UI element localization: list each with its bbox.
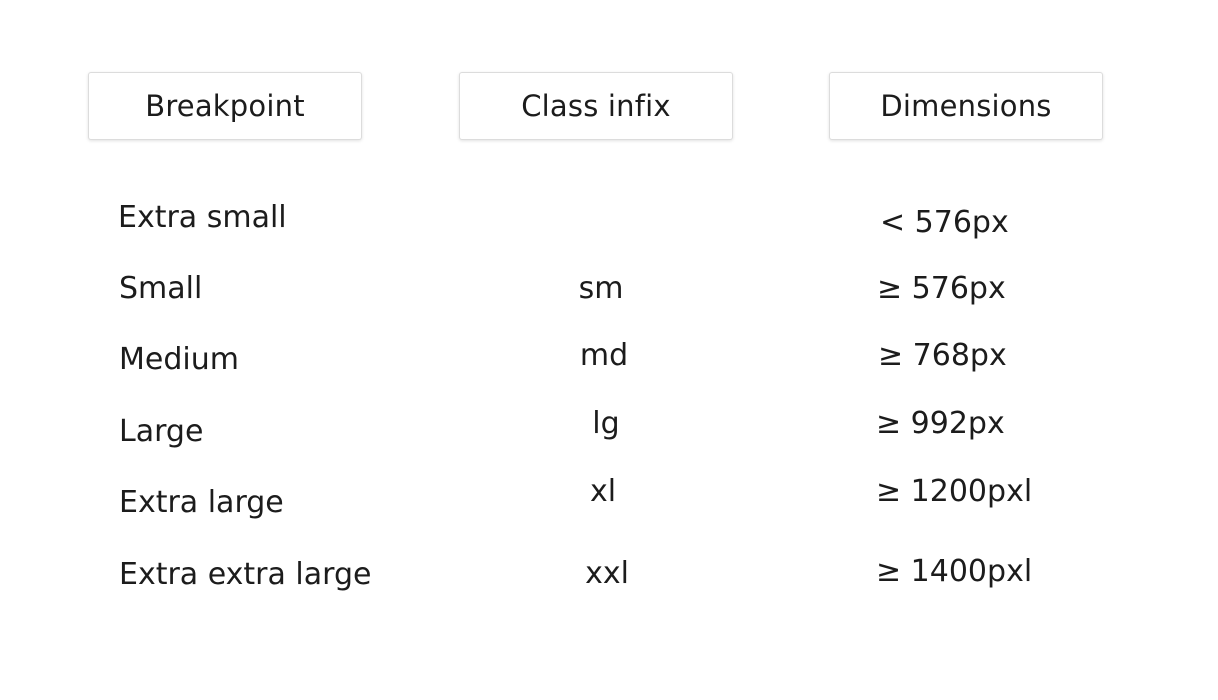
infix-cell: xl <box>589 474 617 509</box>
dimensions-cell: ≥ 1200pxl <box>876 474 1033 509</box>
infix-cell: md <box>579 338 629 373</box>
infix-cell: sm <box>578 271 624 306</box>
breakpoint-cell: Extra extra large <box>119 557 372 592</box>
dimensions-cell: ≥ 768px <box>878 338 1007 373</box>
infix-cell: xxl <box>585 556 629 591</box>
breakpoint-cell: Medium <box>119 342 239 377</box>
header-class-infix: Class infix <box>459 72 733 140</box>
header-breakpoint: Breakpoint <box>88 72 362 140</box>
infix-cell: lg <box>592 406 620 441</box>
dimensions-cell: ≥ 576px <box>877 271 1006 306</box>
header-dimensions: Dimensions <box>829 72 1103 140</box>
breakpoint-cell: Small <box>119 271 203 306</box>
breakpoint-cell: Large <box>119 414 204 449</box>
dimensions-cell: ≥ 1400pxl <box>876 554 1033 589</box>
breakpoint-cell: Extra small <box>118 200 287 235</box>
breakpoint-cell: Extra large <box>119 485 284 520</box>
dimensions-cell: < 576px <box>880 205 1009 240</box>
dimensions-cell: ≥ 992px <box>876 406 1005 441</box>
